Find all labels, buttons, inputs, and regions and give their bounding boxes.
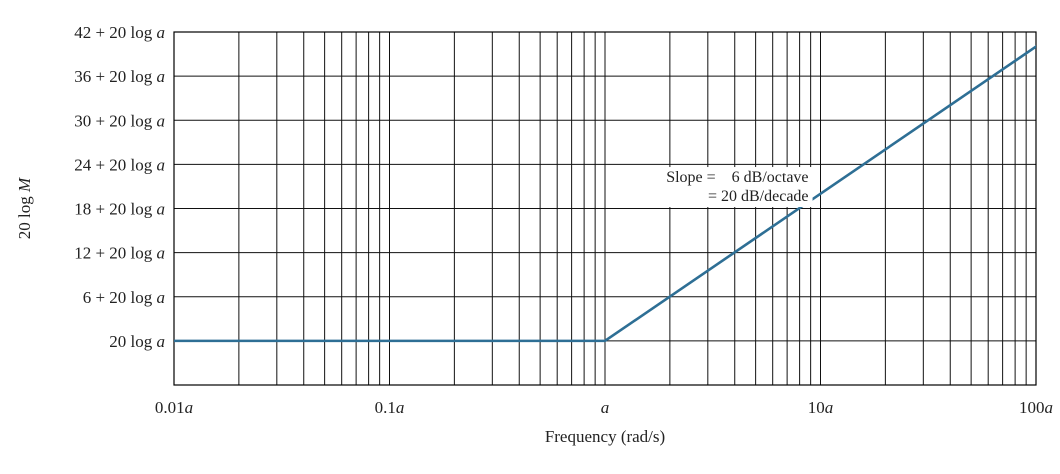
x-tick-label: 10a xyxy=(808,398,834,417)
y-tick-label: 30 + 20 log a xyxy=(74,111,165,130)
x-tick-label: 0.01a xyxy=(155,398,193,417)
y-tick-label: 6 + 20 log a xyxy=(83,288,165,307)
series-group xyxy=(174,45,1036,343)
x-tick-label: a xyxy=(601,398,610,417)
y-tick-label: 12 + 20 log a xyxy=(74,244,165,263)
x-tick-label: 0.1a xyxy=(375,398,405,417)
annotation-line-2: = 20 dB/decade xyxy=(708,188,809,205)
y-tick-labels: 20 log a 6 + 20 log a 12 + 20 log a 18 + 20… xyxy=(74,23,165,351)
y-tick-label: 20 log a xyxy=(109,332,165,351)
y-tick-label: 42 + 20 log a xyxy=(74,23,165,42)
x-axis-title: Frequency (rad/s) xyxy=(545,427,665,446)
y-axis-title: 20 log M xyxy=(15,177,34,239)
x-tick-labels: 0.01a 0.1a a 10a 100a xyxy=(155,398,1053,417)
annotation-background xyxy=(662,167,813,208)
annotation-line-1: Slope = 6 dB/octave xyxy=(666,169,808,186)
y-tick-label: 18 + 20 log a xyxy=(74,200,165,219)
x-tick-label: 100a xyxy=(1019,398,1053,417)
series-line xyxy=(174,45,1036,343)
plot-frame xyxy=(173,31,1037,386)
grid-lines xyxy=(174,32,1036,385)
slope-annotation: Slope = 6 dB/octave = 20 dB/decade xyxy=(662,167,813,208)
y-tick-label: 36 + 20 log a xyxy=(74,67,165,86)
y-tick-label: 24 + 20 log a xyxy=(74,155,165,174)
